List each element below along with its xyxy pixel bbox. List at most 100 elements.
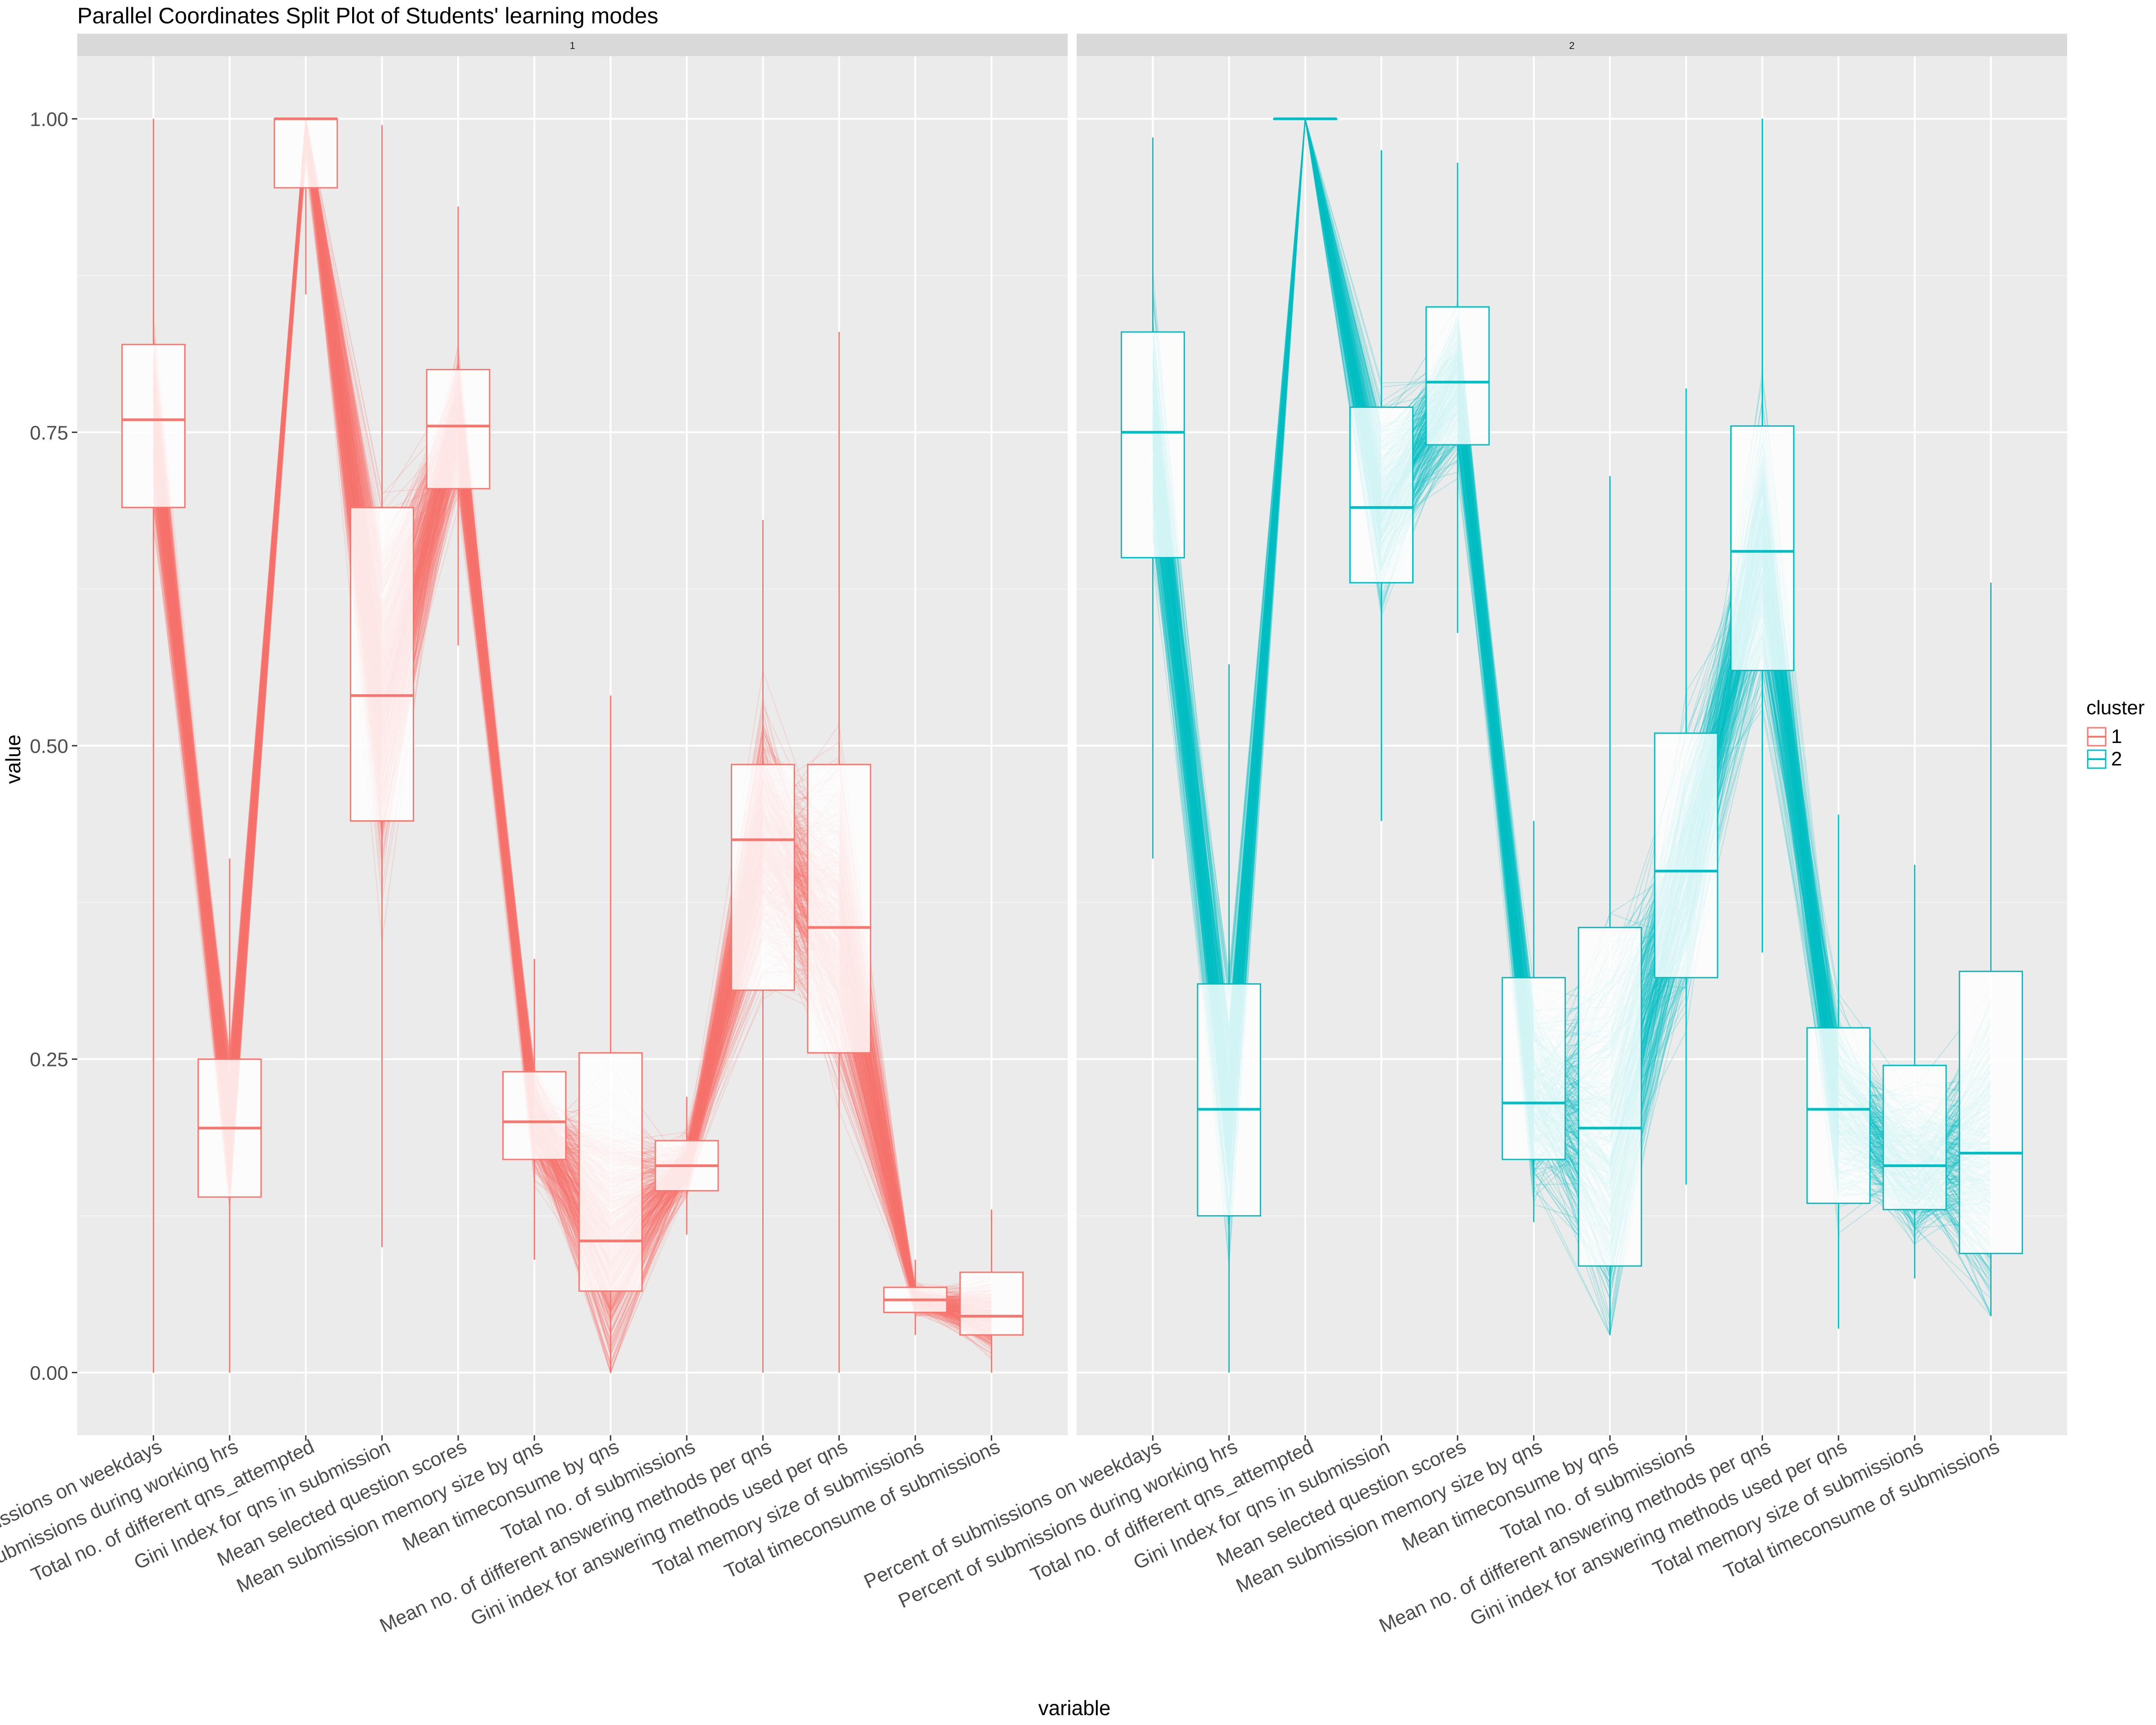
x-axis-title: variable: [1038, 1696, 1110, 1720]
observation-line: [153, 149, 992, 1371]
box-iqr: [349, 507, 414, 822]
observation-line: [1152, 119, 1992, 1223]
observation-line: [153, 131, 992, 1342]
observation-line: [153, 119, 992, 1310]
observation-line: [153, 128, 992, 1311]
observation-line: [153, 119, 992, 1322]
box-iqr: [274, 118, 338, 189]
observation-line: [153, 133, 992, 1327]
box-iqr: [1730, 425, 1795, 672]
observation-line: [153, 134, 992, 1321]
panel-2: 2: [1077, 34, 2067, 1435]
y-tick-label: 0.25: [30, 1049, 68, 1071]
observation-line: [153, 119, 992, 1336]
observation-line: [153, 119, 992, 1322]
observation-line: [153, 129, 992, 1315]
box-iqr: [1654, 732, 1719, 978]
observation-line: [153, 153, 992, 1311]
observation-line: [153, 119, 992, 1311]
observation-line: [153, 119, 992, 1308]
legend: cluster 12: [2086, 697, 2145, 770]
strip-label: 1: [570, 40, 575, 51]
boxplot-7: [578, 695, 643, 1373]
box-iqr: [1958, 970, 2023, 1254]
observation-line: [153, 119, 992, 1336]
observation-line: [153, 119, 992, 1335]
chart-title: Parallel Coordinates Split Plot of Stude…: [77, 3, 658, 28]
boxplot-9: [1730, 119, 1795, 953]
legend-label: 1: [2111, 725, 2122, 748]
boxplot-5: [1425, 163, 1490, 633]
box-iqr: [1502, 977, 1566, 1160]
observation-line: [153, 119, 992, 1302]
box-iqr: [426, 369, 490, 490]
boxplot-9: [731, 520, 795, 1373]
boxplot-5: [426, 206, 490, 646]
box-iqr: [1197, 983, 1261, 1217]
observation-line: [153, 119, 992, 1327]
y-tick-label: 1.00: [30, 109, 68, 131]
strip-background: [1077, 34, 2067, 56]
boxplot-8: [1654, 388, 1719, 1185]
observation-line: [153, 119, 992, 1323]
observation-line: [153, 121, 992, 1295]
observation-line: [153, 119, 992, 1323]
observation-line: [153, 142, 992, 1323]
observation-line: [153, 126, 992, 1305]
observation-line: [153, 119, 992, 1313]
observation-line: [153, 119, 992, 1309]
observation-line: [1152, 119, 1991, 1234]
observation-line: [153, 127, 992, 1320]
observation-line: [153, 119, 992, 1335]
observation-line: [153, 119, 992, 1303]
observation-line: [153, 144, 992, 1327]
boxplot-12: [1958, 583, 2023, 1316]
observation-line: [153, 119, 992, 1314]
boxplot-11: [1882, 865, 1947, 1279]
observation-line: [153, 119, 992, 1340]
observation-line: [153, 119, 992, 1329]
observation-line: [153, 122, 992, 1304]
observation-line: [153, 119, 992, 1322]
strip-label: 2: [1569, 40, 1574, 51]
boxplot-6: [1502, 821, 1566, 1222]
boxplot-10: [807, 332, 871, 1373]
box-iqr: [1882, 1065, 1947, 1211]
observation-line: [153, 150, 992, 1297]
observation-line: [1152, 119, 1992, 1217]
observation-line: [153, 131, 992, 1307]
observation-line: [153, 119, 992, 1312]
legend-title: cluster: [2086, 697, 2145, 719]
observation-line: [153, 119, 992, 1305]
strip-background: [77, 34, 1068, 56]
observation-line: [153, 119, 992, 1311]
observation-line: [153, 131, 992, 1304]
observation-line: [153, 119, 992, 1316]
box-iqr: [502, 1071, 567, 1160]
box-iqr: [1425, 306, 1490, 446]
observation-line: [153, 119, 992, 1341]
box-iqr: [578, 1052, 643, 1292]
boxplot-3: [274, 117, 338, 295]
legend-label: 2: [2111, 748, 2122, 770]
observation-line: [153, 146, 992, 1329]
boxplot-12: [959, 1209, 1024, 1373]
observation-line: [153, 129, 992, 1336]
box-iqr: [959, 1271, 1024, 1336]
boxplot-1: [1121, 137, 1185, 859]
boxplot-4: [349, 125, 414, 1247]
boxplot-2: [197, 858, 262, 1373]
boxplot-11: [883, 1260, 948, 1335]
box-iqr: [731, 764, 795, 991]
observation-line: [153, 119, 992, 1316]
observation-line: [153, 124, 992, 1316]
box-iqr: [121, 344, 186, 509]
y-tick-label: 0.00: [30, 1362, 68, 1384]
boxplot-4: [1349, 150, 1414, 821]
box-iqr: [807, 764, 871, 1054]
panel-1: 1: [77, 34, 1068, 1435]
observation-line: [153, 122, 992, 1341]
observation-line: [153, 119, 992, 1338]
boxplot-2: [1197, 664, 1261, 1373]
